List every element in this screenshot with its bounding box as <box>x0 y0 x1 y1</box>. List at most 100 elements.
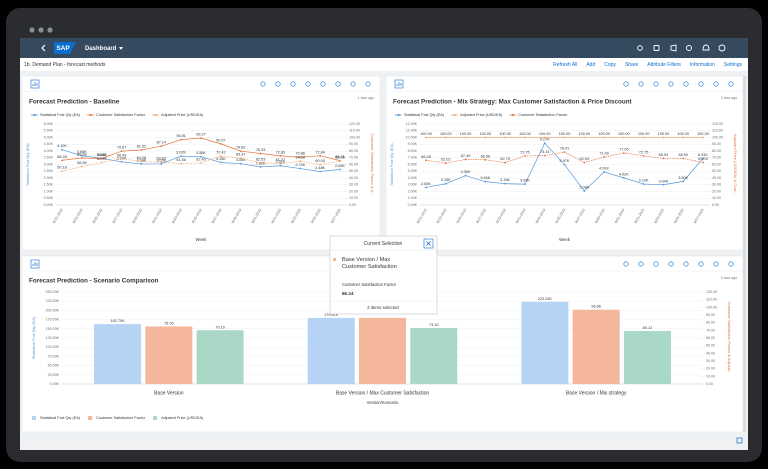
y2-axis-title: Adjusted Price (USD/EA) & Cust... <box>733 134 738 195</box>
point <box>622 152 625 154</box>
y-tick-label: 5.00K <box>44 135 54 139</box>
panel-tool-icon[interactable] <box>638 81 644 87</box>
bar[interactable] <box>196 330 244 384</box>
expand-icon[interactable] <box>736 437 743 444</box>
y-tick-label: 10.00K <box>406 135 418 139</box>
panel-tool-icon[interactable] <box>305 81 311 87</box>
data-label: 96.86 <box>591 305 601 309</box>
notify-icon[interactable] <box>670 44 677 52</box>
bar[interactable] <box>94 324 142 384</box>
action-button[interactable]: Add <box>586 62 595 68</box>
action-button[interactable]: Copy <box>604 62 616 68</box>
bar[interactable] <box>145 326 193 384</box>
bar[interactable] <box>623 331 671 384</box>
panel-tool-icon[interactable] <box>698 81 704 87</box>
x-tick-label: W43-2019 <box>535 208 547 224</box>
panel-tool-icon[interactable] <box>698 261 704 267</box>
data-label: 72.75 <box>520 150 530 154</box>
x-tick-label: W39-2019 <box>495 208 507 224</box>
bar[interactable] <box>358 317 407 384</box>
panel-tool-icon[interactable] <box>683 81 689 87</box>
x-tick-label: Base Version / Mix strategy <box>566 390 627 396</box>
panel-tool-icon[interactable] <box>350 81 356 87</box>
logo-text: SAP <box>56 45 70 52</box>
action-button[interactable]: Refresh All <box>553 62 577 68</box>
x-tick-label: W47-2019 <box>211 208 223 224</box>
panel-tool-icon[interactable] <box>260 81 266 87</box>
y-tick-label: 50.00K <box>48 364 60 368</box>
point <box>80 154 83 157</box>
y2-tick-label: 110.00 <box>712 129 723 133</box>
action-button[interactable]: Share <box>625 62 639 68</box>
bell-icon[interactable] <box>702 44 710 51</box>
data-label: 72.75 <box>639 150 649 154</box>
action-button[interactable]: Settings <box>724 62 743 68</box>
user-icon[interactable] <box>718 44 726 52</box>
point <box>160 145 163 148</box>
chart-type-icon <box>396 82 402 86</box>
panel-tool-icon[interactable] <box>653 81 659 87</box>
help-icon[interactable] <box>653 45 660 51</box>
y2-tick-label: 100.00 <box>349 135 360 139</box>
action-button[interactable]: Information <box>690 62 715 68</box>
data-label: 72.42 <box>216 151 226 155</box>
panel-tool-icon[interactable] <box>623 81 629 87</box>
panel-tool-icon[interactable] <box>653 261 659 267</box>
bar[interactable] <box>572 309 620 384</box>
point <box>583 190 586 192</box>
point <box>61 170 63 173</box>
shell-title[interactable]: Dashboard <box>85 46 117 52</box>
settings-icon[interactable] <box>686 45 692 51</box>
panel-tool-icon[interactable] <box>320 81 326 87</box>
x-tick-label: W35-2019 <box>92 208 104 224</box>
bar[interactable] <box>307 317 355 384</box>
point <box>642 136 645 139</box>
point <box>484 158 487 161</box>
x-tick-label: Base Version <box>154 390 184 396</box>
bar[interactable] <box>521 301 569 384</box>
data-label: 3.15K <box>216 157 226 161</box>
point <box>140 163 143 165</box>
panel-tool-icon[interactable] <box>728 261 734 267</box>
search-icon[interactable] <box>637 45 643 51</box>
panel-tool-icon[interactable] <box>713 81 719 87</box>
panel-tool-icon[interactable] <box>290 81 296 87</box>
action-bar: Settings Information Attribute Filters Shar… <box>553 62 742 68</box>
panel-tool-icon[interactable] <box>623 261 629 267</box>
panel-tool-icon[interactable] <box>365 81 371 87</box>
panel-tool-icon[interactable] <box>713 261 719 267</box>
y2-tick-label: 20.00 <box>706 367 715 371</box>
data-label: 3.00K <box>658 179 668 183</box>
back-button[interactable] <box>41 44 46 52</box>
point <box>339 168 341 171</box>
y2-tick-label: 60.00 <box>712 162 721 166</box>
point <box>603 156 605 158</box>
panel-tool-icon[interactable] <box>683 261 689 267</box>
x-tick-label: W03-2020 <box>653 208 665 224</box>
panel-tool-icon[interactable] <box>668 81 674 87</box>
panel-tool-icon[interactable] <box>668 261 674 267</box>
legend-swatch <box>153 416 158 420</box>
point <box>702 161 704 164</box>
panel-tool-icon[interactable] <box>275 81 281 87</box>
point <box>444 136 447 139</box>
point <box>180 155 183 158</box>
y-tick-label: 225.00K <box>46 299 60 303</box>
x-tick-label: W51-2019 <box>251 208 263 224</box>
popup-selection-text: Customer Satisfaction <box>342 264 397 270</box>
panel-tool-icon[interactable] <box>728 81 734 87</box>
bar[interactable] <box>410 327 458 384</box>
data-label: 3.58K <box>196 151 206 155</box>
y2-tick-label: 90.00 <box>706 313 715 317</box>
x-axis-title: Week <box>559 237 571 242</box>
action-button[interactable]: Attribute Filters <box>647 62 681 68</box>
legend-swatch <box>154 113 157 117</box>
point <box>444 162 447 165</box>
y2-tick-label: 0.00 <box>349 203 356 207</box>
panel-tool-icon[interactable] <box>638 261 644 267</box>
popup-title: Current Selection <box>364 241 403 247</box>
panel-tool-icon[interactable] <box>335 81 341 87</box>
point <box>61 159 63 162</box>
data-label: 65.71 <box>335 155 345 159</box>
